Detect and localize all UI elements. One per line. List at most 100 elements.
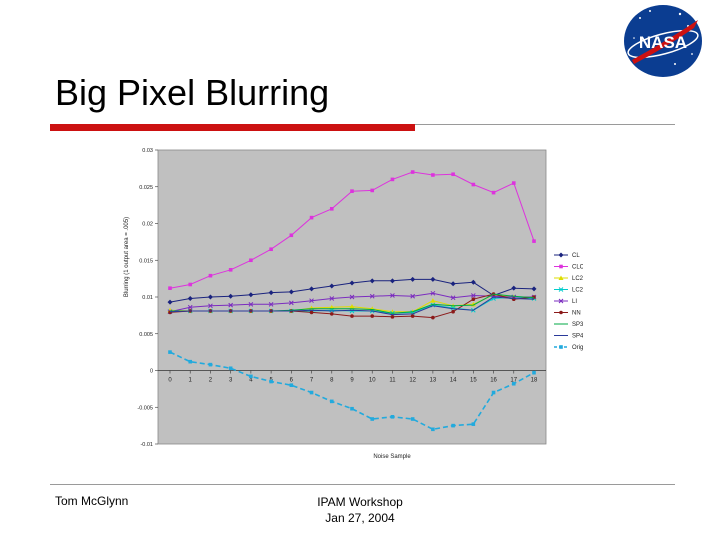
data-point-orig bbox=[350, 406, 354, 411]
data-point-clc5 bbox=[431, 173, 435, 177]
data-point-clc5 bbox=[370, 188, 375, 193]
x-tick-label: 2 bbox=[209, 378, 213, 384]
data-point-cl bbox=[288, 289, 294, 295]
data-point-cl bbox=[389, 278, 395, 284]
x-tick-label: 7 bbox=[310, 378, 314, 384]
x-tick-label: 17 bbox=[510, 378, 517, 384]
data-point-li bbox=[410, 293, 416, 299]
data-point-nn bbox=[370, 314, 375, 318]
legend-label-sp3: SP3 bbox=[572, 322, 583, 328]
data-point-cl bbox=[410, 276, 416, 282]
y-tick-label: 0.005 bbox=[139, 332, 153, 338]
data-point-cl bbox=[470, 279, 476, 285]
data-point-clc5 bbox=[208, 273, 213, 278]
series-line-sp4 bbox=[169, 296, 535, 316]
data-point-li bbox=[349, 294, 355, 300]
footer-event-name: IPAM Workshop bbox=[317, 495, 403, 509]
x-tick-label: 3 bbox=[229, 378, 233, 384]
data-point-orig bbox=[451, 423, 455, 428]
nasa-logo-icon: NASA bbox=[624, 5, 702, 77]
y-tick-label: 0.02 bbox=[142, 222, 153, 228]
data-point-li bbox=[288, 300, 294, 306]
data-point-cl bbox=[349, 280, 355, 286]
logo-wordmark: NASA bbox=[639, 33, 687, 52]
data-point-nn bbox=[390, 315, 395, 319]
data-point-lc23 bbox=[329, 304, 335, 310]
data-point-clc5 bbox=[532, 239, 536, 243]
data-point-clc5 bbox=[511, 181, 516, 185]
data-point-clc5 bbox=[329, 207, 334, 211]
data-point-clc5 bbox=[188, 282, 193, 287]
y-tick-label: 0.01 bbox=[142, 295, 153, 301]
data-point-li bbox=[369, 293, 375, 299]
x-tick-label: 1 bbox=[189, 378, 193, 384]
data-point-cl bbox=[248, 292, 254, 298]
data-point-orig bbox=[188, 359, 193, 364]
data-point-li bbox=[309, 298, 314, 304]
legend-label-lc2i: LC2I bbox=[572, 288, 583, 294]
data-point-nn bbox=[471, 297, 476, 302]
data-point-orig bbox=[168, 350, 172, 354]
data-point-orig bbox=[491, 390, 496, 395]
data-point-clc5 bbox=[249, 258, 253, 263]
data-point-li bbox=[268, 301, 274, 307]
y-tick-label: 0.025 bbox=[139, 185, 153, 191]
x-tick-label: 14 bbox=[450, 378, 457, 384]
data-point-li bbox=[450, 295, 456, 301]
data-point-clc5 bbox=[309, 215, 314, 220]
data-point-orig bbox=[370, 417, 375, 421]
data-point-li bbox=[390, 293, 395, 298]
data-point-orig bbox=[329, 399, 334, 404]
data-point-cl bbox=[309, 286, 315, 292]
data-point-clc5 bbox=[228, 268, 233, 272]
slide-title: Big Pixel Blurring bbox=[55, 72, 330, 113]
x-tick-label: 16 bbox=[490, 378, 497, 384]
footer-event: IPAM Workshop Jan 27, 2004 bbox=[290, 494, 430, 526]
data-point-cl bbox=[329, 283, 335, 289]
data-point-nn bbox=[431, 315, 435, 320]
x-tick-label: 0 bbox=[168, 378, 172, 384]
data-point-nn bbox=[451, 309, 455, 314]
data-point-clc5 bbox=[451, 172, 455, 177]
x-axis-label: Noise Sample bbox=[373, 454, 411, 460]
x-tick-label: 8 bbox=[330, 378, 334, 384]
x-tick-label: 6 bbox=[290, 378, 294, 384]
data-point-cl bbox=[369, 278, 375, 284]
data-point-cl bbox=[228, 293, 234, 299]
data-point-clc5 bbox=[168, 286, 172, 290]
data-point-orig bbox=[471, 422, 476, 426]
x-tick-label: 4 bbox=[249, 378, 253, 384]
footer-divider bbox=[50, 484, 675, 485]
x-tick-label: 12 bbox=[409, 378, 416, 384]
data-point-li bbox=[228, 302, 234, 308]
data-point-lc2i bbox=[349, 308, 355, 314]
y-tick-label: -0.005 bbox=[137, 405, 153, 411]
data-point-li bbox=[248, 301, 254, 307]
data-point-lc23 bbox=[349, 304, 355, 309]
legend-label-orig: Orig bbox=[572, 345, 583, 351]
data-point-lc23 bbox=[430, 298, 436, 303]
legend-marker-lc2i bbox=[558, 287, 564, 292]
data-point-clc5 bbox=[269, 247, 273, 252]
footer-event-date: Jan 27, 2004 bbox=[325, 511, 395, 525]
y-tick-label: 0.03 bbox=[142, 148, 153, 154]
x-tick-label: 15 bbox=[470, 378, 477, 384]
y-axis-label: Blurring (1 output area = .005) bbox=[124, 217, 130, 297]
x-tick-label: 9 bbox=[350, 378, 354, 384]
legend-marker-orig bbox=[559, 345, 563, 349]
legend-label-lc23: LC23 bbox=[572, 276, 583, 282]
data-point-orig bbox=[309, 390, 314, 395]
legend-marker-nn bbox=[559, 310, 563, 315]
data-point-clc5 bbox=[289, 233, 294, 238]
legend-label-clc5: CLC5 bbox=[572, 265, 583, 271]
data-point-li bbox=[430, 290, 436, 296]
data-point-li bbox=[470, 293, 476, 298]
data-point-clc5 bbox=[491, 190, 496, 195]
data-point-nn bbox=[309, 310, 314, 315]
x-tick-label: 11 bbox=[389, 378, 396, 384]
data-point-clc5 bbox=[410, 170, 415, 174]
title-accent-bar bbox=[50, 124, 415, 131]
y-tick-label: 0 bbox=[150, 369, 153, 375]
data-point-orig bbox=[289, 383, 294, 387]
data-point-clc5 bbox=[350, 189, 354, 193]
